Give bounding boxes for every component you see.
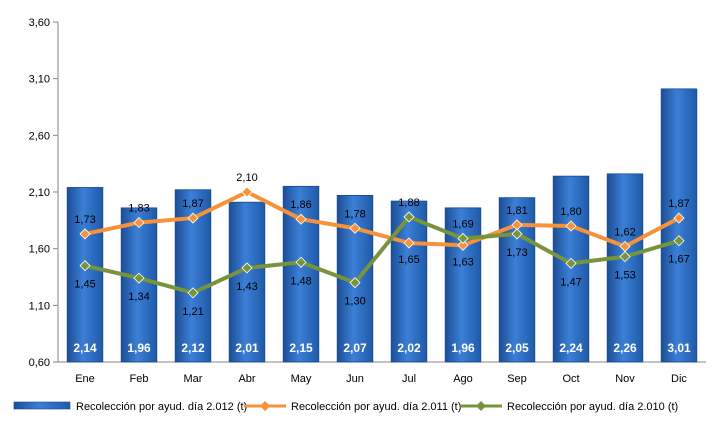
series-2011-marker [403,237,415,249]
bar-data-label: 2,26 [613,341,637,355]
series-2011-data-label: 1,83 [128,203,149,215]
series-2010-marker [79,260,91,272]
x-tick-label: Feb [130,373,149,385]
series-2011-marker [133,217,145,229]
series-2010-marker [565,257,577,269]
bar [228,201,266,363]
series-2010-marker [457,232,469,245]
series-2011-data-label: 1,78 [344,208,365,220]
series-2011-data-label: 1,80 [560,206,581,218]
legend-marker-2011 [260,401,270,411]
series-2010-data-label: 1,69 [452,218,473,230]
x-tick-label: Jun [346,373,364,385]
legend-label-2010: Recolección por ayud. día 2.010 (t) [507,401,678,413]
legend-marker-2010 [476,401,486,411]
bar-data-label: 2,01 [235,341,259,355]
series-2010-marker [619,251,631,263]
x-tick-label: Dic [671,373,687,385]
bar [66,187,104,363]
bar-data-label: 2,07 [343,341,367,355]
series-2010-marker [241,262,253,274]
series-2011-data-label: 1,73 [74,214,95,226]
series-2011-marker [241,186,253,198]
series-2010-marker [133,272,145,284]
series-2011-data-label: 1,62 [614,226,635,238]
bar-data-label: 2,12 [181,341,205,355]
bar-data-label: 2,14 [73,341,97,355]
series-2011-marker [457,239,469,251]
series-2010-marker [673,235,685,247]
x-tick-label: Ago [453,373,473,385]
series-2011-marker [565,220,577,232]
series-2010-data-label: 1,88 [398,197,419,209]
series-2010-marker [295,256,307,268]
series-2011-marker [295,213,307,225]
series-2011-line [84,190,680,249]
series-2010-data-label: 1,21 [182,306,203,318]
legend-label-2011: Recolección por ayud. día 2.011 (t) [291,401,461,413]
y-tick-label: 1,60 [29,244,50,256]
x-tick-label: Mar [184,373,203,385]
series-2011-data-label: 1,87 [668,198,689,210]
x-tick-label: Ene [75,373,95,385]
y-tick-label: 0,60 [29,357,50,369]
series-2010-marker [349,277,361,289]
series-2011-data-label: 1,86 [290,199,311,211]
bar [390,200,428,363]
series-2010-data-label: 1,30 [344,296,365,308]
series-2010-data-label: 1,67 [668,254,689,266]
series-2011-data-label: 2,10 [236,172,257,184]
bar [444,207,482,363]
series-2010-marker [511,228,523,240]
x-tick-label: Abr [238,373,255,385]
series-2010-data-label: 1,43 [236,281,257,293]
series-2010-data-label: 1,45 [74,279,95,291]
series-2010-marker [403,211,415,223]
x-tick-label: Nov [615,373,635,385]
series-2011-data-label: 1,87 [182,198,203,210]
y-tick-label: 2,60 [29,130,50,142]
legend-label-2012: Recolección por ayud. día 2.012 (t) [76,401,247,413]
series-2011-marker [79,228,91,240]
series-2010-data-label: 1,53 [614,270,635,282]
bar [120,207,158,363]
x-tick-label: Oct [562,373,579,385]
series-2011-data-label: 1,65 [398,254,419,266]
x-tick-label: Sep [507,373,527,385]
bar [552,175,590,363]
legend-swatch-2012 [13,401,71,410]
y-tick-label: 2,10 [29,187,50,199]
bar-data-label: 2,24 [559,341,583,355]
bar-data-label: 1,96 [127,341,151,355]
y-tick-label: 3,10 [29,74,50,86]
x-tick-label: May [291,373,312,385]
y-tick-label: 3,60 [29,17,50,29]
series-2011-marker [187,212,199,224]
y-tick-label: 1,10 [29,300,50,312]
bar-data-label: 2,15 [289,341,313,355]
bar-data-label: 3,01 [667,341,691,355]
series-2010-data-label: 1,48 [290,275,311,287]
series-2010-marker [187,287,199,299]
series-2011-data-label: 1,63 [452,256,473,268]
series-2011-marker [349,222,361,234]
series-2010-data-label: 1,47 [560,276,581,288]
series-2011-data-label: 1,81 [506,205,527,217]
series-2010-data-label: 1,73 [506,247,527,259]
bar-data-label: 2,02 [397,341,421,355]
x-tick-label: Jul [402,373,416,385]
bar [606,173,644,363]
bar-data-label: 2,05 [505,341,529,355]
bar-data-label: 1,96 [451,341,475,355]
series-2010-data-label: 1,34 [128,291,149,303]
series-2010-line [84,214,680,295]
series-2011-marker [673,212,685,224]
